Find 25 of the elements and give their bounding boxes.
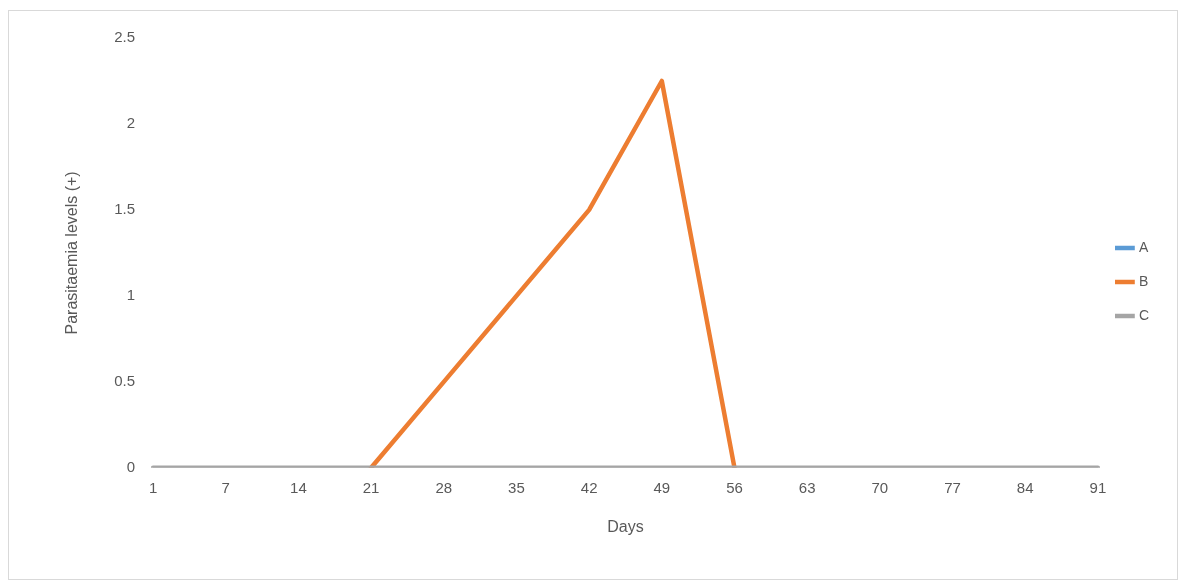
x-axis-title: Days: [607, 517, 644, 535]
x-tick-label: 35: [508, 478, 525, 496]
y-tick-label: 0.5: [114, 371, 136, 389]
legend-label: C: [1138, 306, 1150, 323]
x-tick-label: 91: [1089, 478, 1107, 496]
y-axis-title: Parasitaemia levels (+): [63, 171, 81, 335]
legend-label: A: [1138, 238, 1149, 255]
y-tick-label: 2.5: [114, 28, 136, 46]
y-tick-label: 1: [126, 286, 136, 304]
x-tick-label: 7: [221, 478, 230, 496]
x-tick-label: 42: [580, 478, 598, 496]
x-tick-label: 56: [726, 478, 743, 496]
y-tick-label: 1.5: [114, 200, 136, 218]
x-tick-label: 49: [653, 478, 671, 496]
y-tick-label: 2: [126, 114, 136, 132]
x-tick-label: 77: [944, 478, 961, 496]
x-tick-label: 84: [1016, 478, 1034, 496]
x-tick-label: 14: [290, 478, 307, 496]
legend-label: B: [1138, 272, 1149, 289]
x-tick-label: 28: [435, 478, 453, 496]
y-tick-label: 0: [126, 457, 136, 475]
x-tick-label: 63: [798, 478, 816, 496]
x-tick-label: 70: [871, 478, 889, 496]
x-tick-label: 21: [362, 478, 380, 496]
x-tick-label: 1: [148, 478, 158, 496]
